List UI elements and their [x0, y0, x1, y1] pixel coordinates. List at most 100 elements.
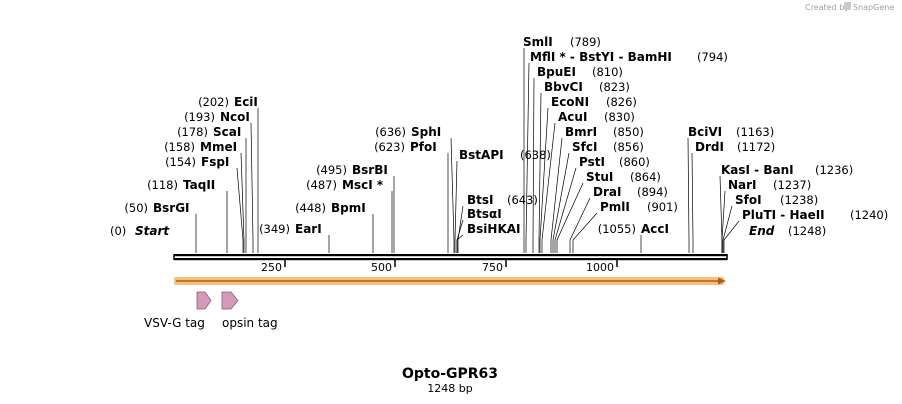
vsvg-tag-label: VSV-G tag	[144, 316, 205, 330]
restriction-site-labels: BsrGI (50) TaqII (118) FspI (154) MmeI (158) Sca…	[124, 35, 888, 236]
map-title: Opto-GPR63	[402, 366, 498, 382]
site-position-eari: (349)	[259, 222, 290, 236]
site-position-acci: (1055)	[598, 222, 636, 236]
feature-vsvg-tag[interactable]: VSV-G tag	[144, 291, 212, 330]
site-line-fspi	[236, 167, 244, 253]
map-length: 1248 bp	[427, 382, 472, 395]
site-label-bsihkai[interactable]: BsiHKAI	[467, 222, 521, 236]
site-position-taqii: (118)	[147, 178, 178, 192]
site-label-nari[interactable]: NarI	[728, 178, 757, 192]
site-position-kasi-bani: (1236)	[815, 163, 853, 177]
site-position-bbvci: (823)	[599, 80, 630, 94]
site-position-pmli: (901)	[647, 200, 678, 214]
end-position: (1248)	[788, 224, 826, 238]
site-line-acui	[541, 122, 556, 253]
site-line-sphi	[450, 137, 455, 253]
orf-arrow	[174, 277, 726, 285]
opsin-tag-arrow[interactable]	[221, 291, 239, 310]
site-position-sfoi: (1238)	[780, 193, 818, 207]
site-label-fspi[interactable]: FspI	[201, 155, 229, 169]
start-marker: (0) Start	[110, 224, 170, 238]
site-label-psti[interactable]: PstI	[579, 155, 605, 169]
site-position-acui: (830)	[604, 110, 635, 124]
site-position-ncoi: (193)	[184, 110, 215, 124]
site-label-mfli-bstyi-bamhi[interactable]: MflI * - BstYI - BamHI	[530, 50, 672, 64]
site-position-bsrgi: (50)	[124, 201, 148, 215]
tick-label-500: 500	[371, 261, 392, 274]
site-position-btsi: (643)	[507, 193, 538, 207]
site-line-pluti-haeii	[723, 220, 740, 253]
start-position: (0)	[110, 224, 126, 238]
site-line-bmri	[550, 137, 563, 253]
site-label-sfoi[interactable]: SfoI	[735, 193, 762, 207]
site-label-ncoi[interactable]: NcoI	[220, 110, 250, 124]
site-position-pluti-haeii: (1240)	[850, 208, 888, 222]
site-position-bstapi: (638)	[520, 148, 551, 162]
site-label-msci[interactable]: MscI *	[342, 178, 384, 192]
site-position-bpuei: (810)	[592, 65, 623, 79]
site-label-bstapi[interactable]: BstAPI	[459, 148, 504, 162]
site-label-drai[interactable]: DraI	[593, 185, 621, 199]
watermark-created-by: Created by	[805, 3, 849, 12]
site-line-stui	[556, 182, 584, 253]
scale-ticks: 250 500 750 1000	[261, 260, 618, 274]
start-label: Start	[135, 224, 170, 238]
feature-opsin-tag[interactable]: opsin tag	[221, 291, 278, 330]
site-label-bmri[interactable]: BmrI	[565, 125, 597, 139]
site-line-mmei	[240, 152, 245, 253]
site-position-bcivi: (1163)	[736, 125, 774, 139]
site-position-fspi: (154)	[165, 155, 196, 169]
site-label-bpuei[interactable]: BpuEI	[537, 65, 576, 79]
site-label-kasi-bani[interactable]: KasI - BanI	[721, 163, 794, 177]
site-position-psti: (860)	[619, 155, 650, 169]
site-line-sfci	[552, 152, 570, 253]
opsin-tag-label: opsin tag	[222, 316, 278, 330]
site-position-stui: (864)	[630, 170, 661, 184]
site-label-bsrbi[interactable]: BsrBI	[352, 163, 388, 177]
site-label-smli[interactable]: SmlI	[523, 35, 553, 49]
site-line-bts-i	[456, 219, 464, 253]
vsvg-tag-arrow[interactable]	[196, 291, 212, 310]
site-line-drai	[569, 197, 591, 253]
site-label-bpmi[interactable]: BpmI	[331, 201, 366, 215]
site-label-taqii[interactable]: TaqII	[183, 178, 215, 192]
site-line-bstapi	[454, 160, 458, 253]
site-position-scai: (178)	[177, 125, 208, 139]
site-position-nari: (1237)	[773, 178, 811, 192]
site-label-acci[interactable]: AccI	[641, 222, 669, 236]
site-position-msci: (487)	[306, 178, 337, 192]
site-label-mmei[interactable]: MmeI	[200, 140, 237, 154]
site-label-ecii[interactable]: EciI	[234, 95, 258, 109]
site-position-ecii: (202)	[198, 95, 229, 109]
site-position-bmri: (850)	[613, 125, 644, 139]
site-position-sfci: (856)	[613, 140, 644, 154]
site-label-pmli[interactable]: PmlI	[600, 200, 630, 214]
site-label-econi[interactable]: EcoNI	[551, 95, 589, 109]
site-label-bbvci[interactable]: BbvCI	[544, 80, 583, 94]
site-line-mfli-bstyi-bamhi	[525, 62, 530, 253]
site-label-bsrgi[interactable]: BsrGI	[153, 201, 190, 215]
site-line-ncoi	[250, 122, 254, 253]
site-label-drdi[interactable]: DrdI	[695, 140, 724, 154]
site-label-sphi[interactable]: SphI	[411, 125, 441, 139]
site-label-bts-i[interactable]: BtsαI	[467, 207, 502, 221]
site-label-scai[interactable]: ScaI	[213, 125, 241, 139]
snapgene-watermark: Created by SnapGene	[805, 2, 894, 12]
site-label-bcivi[interactable]: BciVI	[688, 125, 722, 139]
site-label-stui[interactable]: StuI	[586, 170, 613, 184]
site-line-psti	[554, 167, 577, 253]
site-label-eari[interactable]: EarI	[295, 222, 322, 236]
site-label-pluti-haeii[interactable]: PluTI - HaeII	[742, 208, 825, 222]
site-line-sfoi	[722, 205, 733, 253]
site-label-sfci[interactable]: SfcI	[572, 140, 597, 154]
site-label-acui[interactable]: AcuI	[558, 110, 587, 124]
site-line-btsi	[457, 205, 464, 253]
site-position-smli: (789)	[570, 35, 601, 49]
site-line-bcivi	[687, 137, 690, 253]
site-line-bpuei	[532, 77, 535, 253]
site-label-pfoi[interactable]: PfoI	[410, 140, 437, 154]
site-label-btsi[interactable]: BtsI	[467, 193, 494, 207]
dna-backbone	[173, 254, 728, 261]
end-label: End	[749, 224, 775, 238]
